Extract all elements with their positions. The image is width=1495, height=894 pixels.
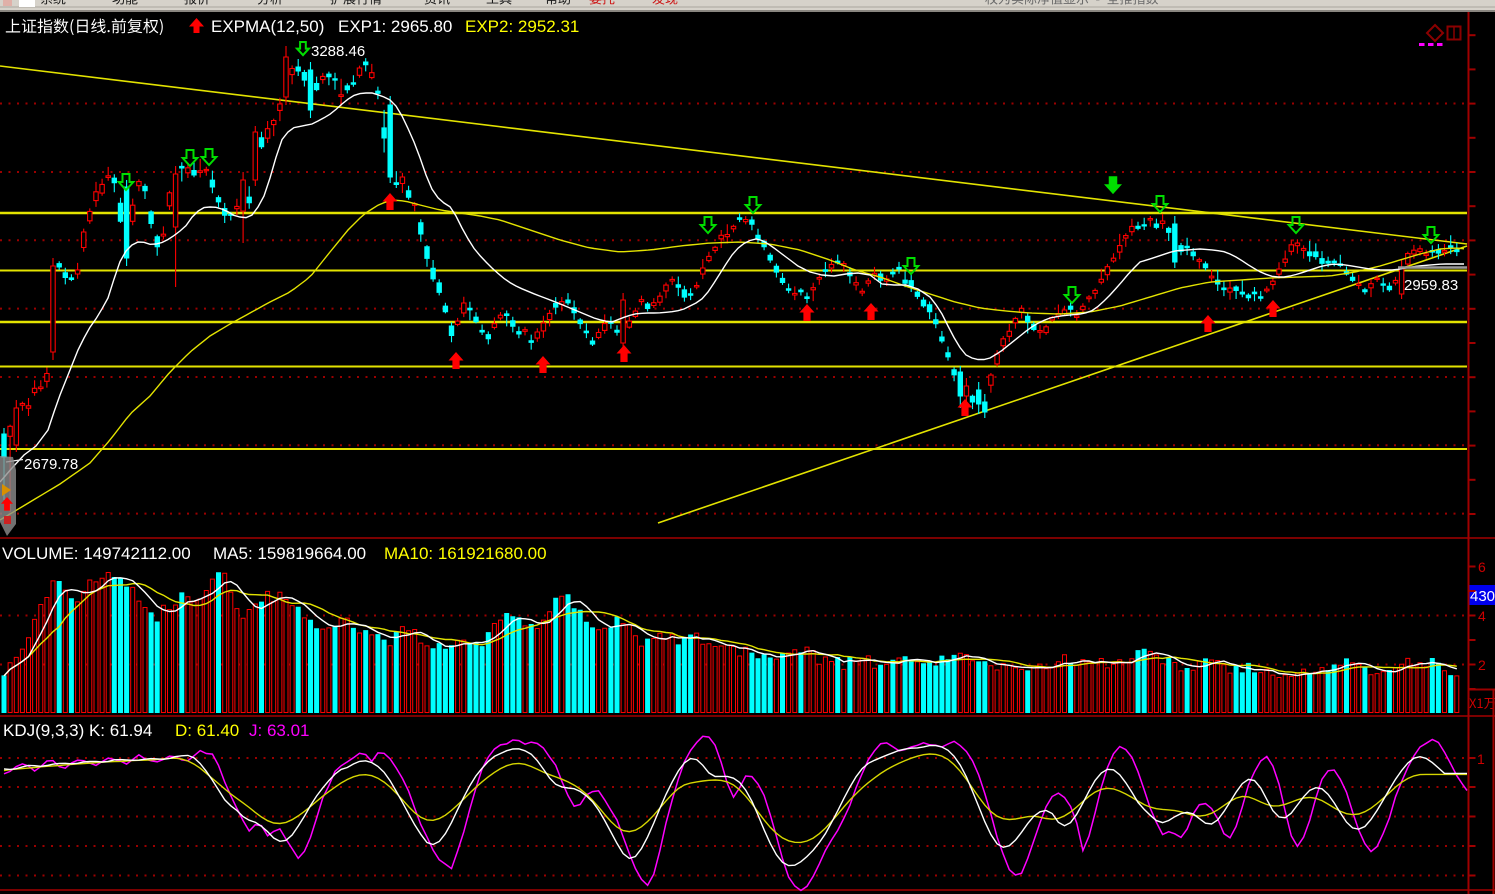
svg-text:J: 63.01: J: 63.01: [249, 721, 310, 740]
svg-text:3288.46: 3288.46: [311, 43, 365, 60]
svg-text:1: 1: [1477, 751, 1485, 767]
svg-text:2: 2: [1478, 657, 1486, 673]
svg-text:D: 61.40: D: 61.40: [175, 721, 239, 740]
svg-text:MA10: 161921680.00: MA10: 161921680.00: [384, 544, 547, 563]
svg-text:6: 6: [1478, 559, 1486, 575]
svg-text:EXP1: 2965.80: EXP1: 2965.80: [338, 17, 452, 36]
svg-text:EXPMA(12,50): EXPMA(12,50): [211, 17, 324, 36]
svg-text:2959.83: 2959.83: [1404, 277, 1458, 294]
svg-text:EXP2: 2952.31: EXP2: 2952.31: [465, 17, 579, 36]
svg-text:KDJ(9,3,3) K: 61.94: KDJ(9,3,3) K: 61.94: [3, 721, 152, 740]
svg-text:4: 4: [1478, 608, 1486, 624]
svg-text:2679.78: 2679.78: [24, 456, 78, 473]
svg-text:VOLUME: 149742112.00: VOLUME: 149742112.00: [2, 544, 191, 563]
svg-text:430: 430: [1470, 588, 1495, 605]
svg-text:MA5: 159819664.00: MA5: 159819664.00: [213, 544, 366, 563]
